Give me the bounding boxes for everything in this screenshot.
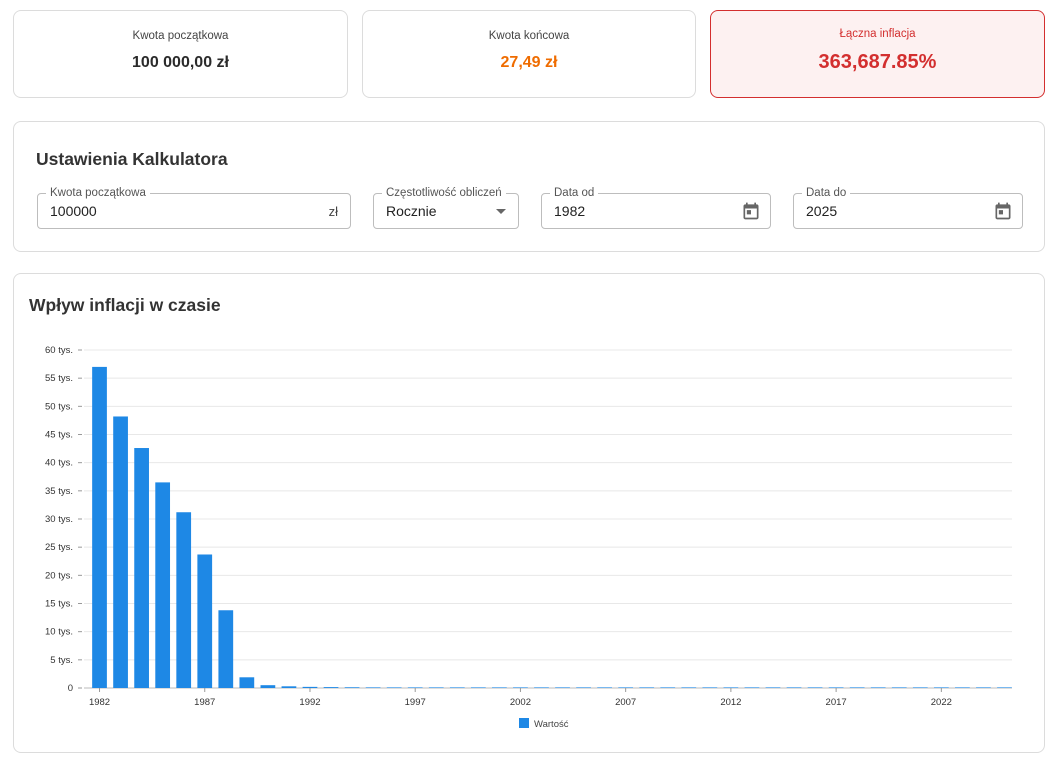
bar: [407, 687, 423, 688]
date-from-field[interactable]: Data od 1982: [541, 186, 771, 229]
bar: [323, 687, 339, 688]
bar: [723, 687, 739, 688]
frequency-field-label: Częstotliwość obliczeń: [382, 186, 506, 200]
bar: [870, 687, 886, 688]
calendar-icon[interactable]: [993, 201, 1013, 221]
bar: [933, 687, 949, 688]
total-inflation-value: 363,687.85%: [818, 51, 937, 73]
final-amount-card: Kwota końcowa 27,49 zł: [362, 10, 696, 98]
bar: [555, 687, 570, 688]
total-inflation-label: Łączna inflacja: [839, 28, 916, 40]
bar: [239, 677, 255, 688]
calculator-settings-card: Ustawienia Kalkulatora Kwota początkowa …: [13, 121, 1045, 252]
date-to-input[interactable]: 2025: [806, 203, 838, 219]
bar: [470, 687, 486, 688]
initial-amount-input[interactable]: 100000: [50, 203, 97, 219]
x-tick-label: 1992: [299, 697, 320, 708]
bar: [218, 610, 234, 688]
x-tick-label: 2007: [615, 697, 636, 708]
x-tick-label: 1997: [405, 697, 426, 708]
bar: [976, 687, 991, 688]
x-tick-label: 2017: [826, 697, 847, 708]
x-tick-label: 1982: [89, 697, 110, 708]
bar: [765, 687, 781, 688]
bar: [891, 687, 907, 688]
final-amount-value: 27,49 zł: [500, 54, 558, 71]
bar: [492, 687, 507, 688]
inflation-chart-card: Wpływ inflacji w czasie 0 5 tys. 10 tys. 15…: [13, 273, 1045, 753]
bar: [639, 687, 655, 688]
bar: [197, 554, 213, 688]
y-tick-label: 15 tys.: [45, 599, 73, 610]
bar: [302, 686, 318, 688]
bar: [702, 687, 718, 688]
bar: [681, 687, 697, 688]
bar: [344, 687, 360, 688]
inflation-bar-chart: 0 5 tys. 10 tys. 15 tys. 20 tys. 25 tys. 30 ty…: [45, 345, 1012, 730]
bar: [786, 687, 802, 688]
bar: [365, 687, 381, 688]
bar: [807, 687, 823, 688]
initial-amount-label: Kwota początkowa: [132, 30, 229, 42]
bar: [912, 687, 928, 688]
bar: [997, 687, 1012, 688]
bar: [428, 687, 444, 688]
bar: [155, 482, 171, 688]
bar: [113, 416, 128, 688]
legend-label: Wartość: [534, 719, 569, 730]
bar: [176, 512, 192, 688]
y-tick-label: 40 tys.: [45, 458, 73, 469]
calendar-icon[interactable]: [741, 201, 761, 221]
bar: [618, 687, 634, 688]
initial-amount-field-label: Kwota początkowa: [46, 186, 150, 200]
y-tick-label: 5 tys.: [50, 655, 73, 666]
date-to-field[interactable]: Data do 2025: [793, 186, 1023, 229]
settings-title: Ustawienia Kalkulatora: [36, 149, 228, 169]
bar: [849, 687, 865, 688]
y-tick-label: 45 tys.: [45, 430, 73, 441]
bar: [281, 686, 297, 688]
frequency-selected-value[interactable]: Rocznie: [386, 203, 437, 219]
bar: [660, 687, 676, 688]
y-tick-label: 10 tys.: [45, 627, 73, 638]
y-tick-label: 0: [68, 683, 73, 694]
y-tick-label: 25 tys.: [45, 542, 73, 553]
y-tick-label: 20 tys.: [45, 570, 73, 581]
legend-swatch: [519, 718, 529, 728]
currency-suffix: zł: [328, 204, 338, 219]
bar: [828, 687, 844, 688]
bar: [597, 687, 612, 688]
date-from-field-label: Data od: [550, 186, 599, 200]
x-tick-label: 2002: [510, 697, 531, 708]
initial-amount-card: Kwota początkowa 100 000,00 zł: [13, 10, 348, 98]
date-from-input[interactable]: 1982: [554, 203, 586, 219]
bar: [513, 687, 528, 688]
bar: [576, 687, 591, 688]
final-amount-label: Kwota końcowa: [488, 30, 570, 42]
y-tick-label: 35 tys.: [45, 486, 73, 497]
bar: [92, 366, 107, 688]
initial-amount-value: 100 000,00 zł: [132, 54, 229, 71]
x-tick-label: 2012: [720, 697, 741, 708]
y-tick-label: 50 tys.: [45, 401, 73, 412]
bar: [534, 687, 549, 688]
y-tick-label: 30 tys.: [45, 514, 73, 525]
bar: [744, 687, 760, 688]
initial-amount-field[interactable]: Kwota początkowa 100000 zł: [37, 186, 351, 229]
bar: [955, 687, 970, 688]
dropdown-arrow-icon[interactable]: [496, 209, 506, 214]
bar: [386, 687, 402, 688]
y-tick-label: 60 tys.: [45, 345, 73, 356]
total-inflation-card: Łączna inflacja 363,687.85%: [710, 10, 1045, 98]
bar: [449, 687, 465, 688]
frequency-select[interactable]: Częstotliwość obliczeń Rocznie: [373, 186, 519, 229]
x-tick-label: 2022: [931, 697, 952, 708]
y-tick-label: 55 tys.: [45, 373, 73, 384]
date-to-field-label: Data do: [802, 186, 851, 200]
chart-title: Wpływ inflacji w czasie: [29, 295, 221, 315]
bar: [134, 448, 149, 688]
bar: [260, 685, 276, 688]
x-tick-label: 1987: [194, 697, 215, 708]
